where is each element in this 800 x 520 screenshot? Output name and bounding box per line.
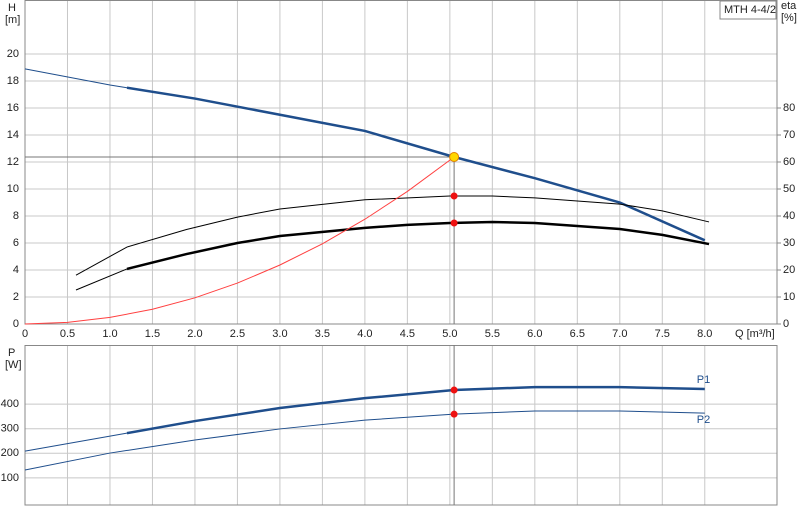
x-tick-label: 4.5: [400, 328, 415, 340]
x-tick-label: 2.0: [187, 328, 202, 340]
operating-point: [450, 192, 458, 200]
y-tick-label: 10: [7, 183, 19, 195]
curve: [24, 410, 705, 471]
y-tick-label: 400: [1, 398, 19, 410]
plot-frame: [24, 0, 778, 325]
y2-tick-label: 80: [783, 102, 795, 114]
y2-tick-label: 60: [783, 156, 795, 168]
plot-area: [25, 345, 777, 505]
x-tick-label: 3.0: [272, 328, 287, 340]
x-tick-label: 7.0: [612, 328, 627, 340]
model-box: [719, 0, 777, 20]
curve-label: P1: [697, 374, 710, 386]
operating-point: [449, 152, 460, 163]
y2-tick-label: 20: [783, 264, 795, 276]
x-tick-label: 2.5: [230, 328, 245, 340]
curve: [75, 195, 710, 276]
y-tick-label: 12: [7, 156, 19, 168]
y-tick-label: 20: [7, 48, 19, 60]
x-tick-label: 7.5: [655, 328, 670, 340]
x-tick-label: 1.0: [102, 328, 117, 340]
model-label: MTH 4-4/2: [724, 4, 776, 16]
y2-tick-label: 10: [783, 291, 795, 303]
y-tick-label: 16: [7, 102, 19, 114]
y2-tick-label: 70: [783, 129, 795, 141]
x-tick-label: 0: [22, 328, 28, 340]
operating-point: [450, 410, 458, 418]
x-tick-label: 6.5: [570, 328, 585, 340]
y-tick-label: 6: [13, 237, 19, 249]
y2-tick-label: 40: [783, 210, 795, 222]
y-tick-label: 200: [1, 447, 19, 459]
y-tick-label: 18: [7, 75, 19, 87]
curve: [24, 156, 455, 325]
y-tick-label: 100: [1, 472, 19, 484]
x-tick-label: 0.5: [60, 328, 75, 340]
y-tick-label: 14: [7, 129, 19, 141]
y-axis-unit: [W]: [5, 359, 22, 371]
y-tick-label: 2: [13, 291, 19, 303]
x-tick-label: 1.5: [145, 328, 160, 340]
y-tick-label: 0: [13, 318, 19, 330]
curve: [24, 432, 128, 452]
curve: [126, 385, 705, 435]
y2-axis-unit: [%]: [781, 12, 797, 24]
x-axis-label: Q [m³/h]: [735, 328, 775, 340]
x-tick-label: 3.5: [315, 328, 330, 340]
y-axis-label: H: [8, 2, 16, 14]
x-tick-label: 4.0: [357, 328, 372, 340]
x-tick-label: 5.0: [442, 328, 457, 340]
y2-tick-label: 50: [783, 183, 795, 195]
y-axis-label: P: [8, 347, 15, 359]
operating-point: [450, 219, 458, 227]
x-tick-label: 5.5: [485, 328, 500, 340]
curve: [126, 86, 706, 242]
curve-label: P2: [697, 414, 710, 426]
y2-axis-label: eta: [781, 0, 797, 12]
y2-tick-label: 30: [783, 237, 795, 249]
operating-point: [450, 386, 458, 394]
y-tick-label: 4: [13, 264, 19, 276]
plot-frame: [24, 345, 778, 506]
y-axis-unit: [m]: [5, 14, 20, 26]
curve: [126, 220, 710, 271]
y-tick-label: 300: [1, 423, 19, 435]
x-tick-label: 8.0: [697, 328, 712, 340]
curve: [75, 268, 128, 291]
y2-tick-label: 0: [783, 318, 789, 330]
x-tick-label: 6.0: [527, 328, 542, 340]
curve: [24, 68, 128, 89]
y-tick-label: 8: [13, 210, 19, 222]
